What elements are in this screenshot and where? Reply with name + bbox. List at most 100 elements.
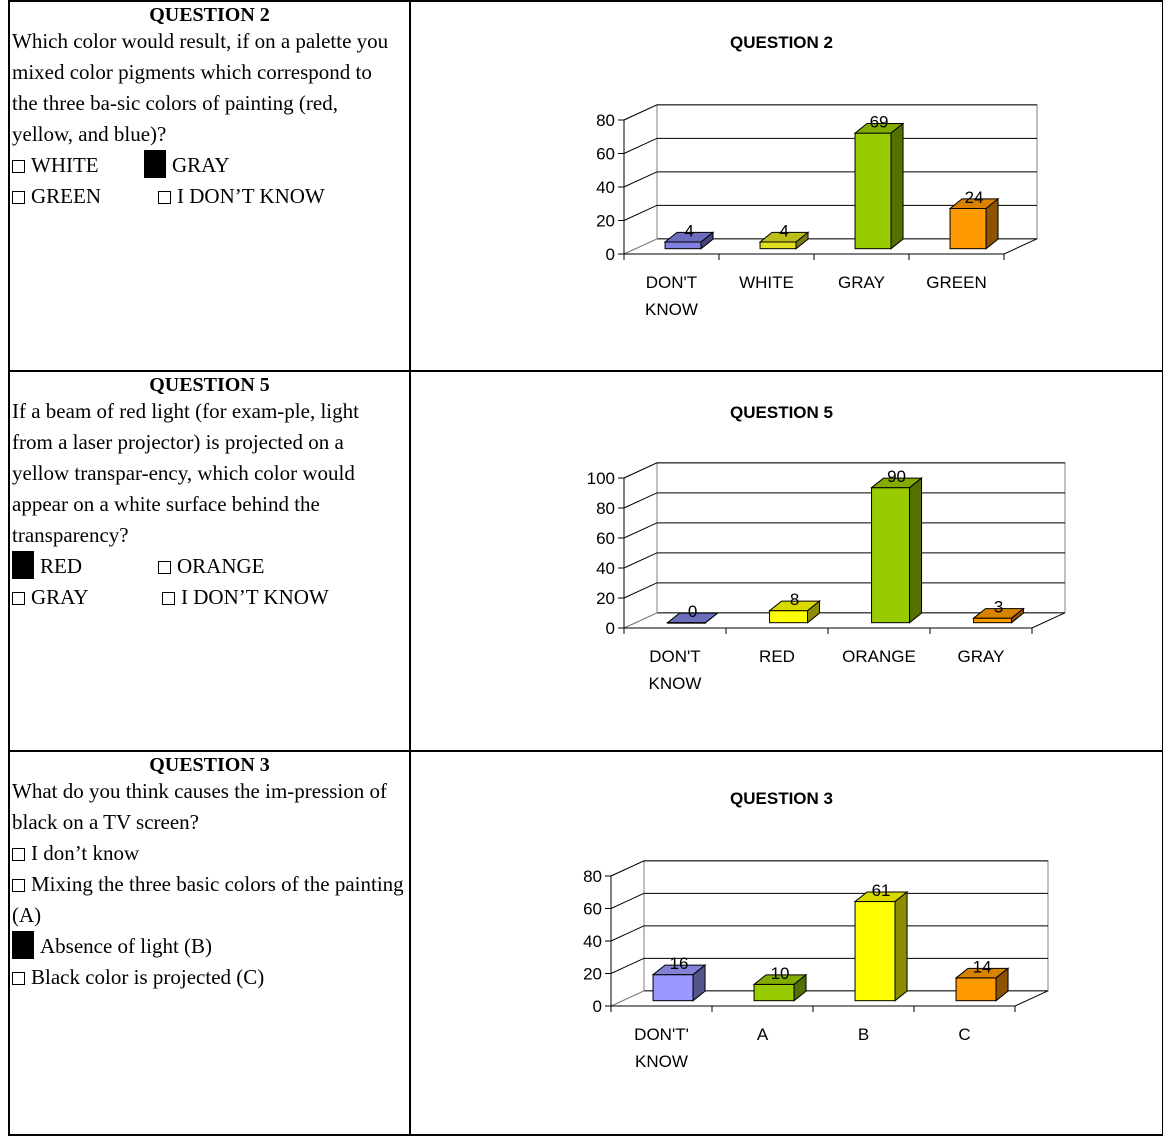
survey-table: QUESTION 2 Which color would result, if … (8, 0, 1163, 1136)
y-tick-label: 0 (593, 997, 602, 1016)
checked-box-icon (12, 551, 34, 579)
x-tick-label: GRAY (958, 647, 1005, 666)
option-white[interactable]: WHITE (12, 150, 144, 181)
option-dont-know[interactable]: I don’t know (10, 838, 409, 869)
bar (663, 231, 715, 250)
y-tick-label: 60 (583, 900, 602, 919)
x-tick-label: DON'T (646, 273, 697, 292)
y-tick-label: 0 (606, 245, 615, 264)
bar (870, 477, 923, 624)
bar-front (664, 241, 702, 250)
bar (853, 890, 909, 1002)
question-cell: QUESTION 2 Which color would result, if … (8, 0, 411, 372)
x-tick-label: A (757, 1025, 769, 1044)
checkbox-icon (12, 879, 25, 892)
y-tick-label: 100 (587, 469, 615, 488)
bar-side (795, 231, 809, 250)
y-tick-label: 80 (596, 111, 615, 130)
y-tick-label: 40 (583, 932, 602, 951)
bar-side (985, 197, 999, 250)
gridline (623, 552, 1065, 569)
bar-side (890, 122, 904, 250)
x-tick-label: GRAY (838, 273, 885, 292)
x-tick-label: KNOW (649, 674, 702, 693)
bar-side (700, 231, 714, 250)
bar-side (793, 973, 807, 1002)
option-dont-know[interactable]: I DON’T KNOW (162, 582, 329, 613)
bar (972, 607, 1025, 624)
data-label: 90 (887, 467, 906, 486)
chart-question-5: QUESTION 5 0 20 40 60 80 100 0 DON'T KNOW 8 RED 90 OR… (587, 403, 1066, 693)
option-gray[interactable]: GRAY (144, 150, 230, 181)
data-label: 0 (688, 602, 697, 621)
option-red[interactable]: RED (12, 551, 158, 582)
y-tick-label: 80 (583, 867, 602, 886)
y-tick-label: 20 (596, 212, 615, 231)
x-tick-label: ORANGE (842, 647, 916, 666)
bar-side (1011, 607, 1025, 624)
y-tick-label: 60 (596, 145, 615, 164)
gridline (623, 171, 1037, 188)
data-label: 14 (973, 957, 992, 976)
bar-side (909, 477, 923, 624)
bar (651, 964, 707, 1002)
y-tick-label: 20 (583, 965, 602, 984)
data-label: 24 (965, 188, 984, 207)
question-title: QUESTION 2 (149, 4, 270, 26)
data-label: 69 (870, 113, 889, 132)
bar (954, 967, 1010, 1002)
y-tick-label: 60 (596, 529, 615, 548)
gridline (623, 104, 1037, 121)
plot-back-wall (656, 462, 1066, 614)
y-tick-label: 20 (596, 589, 615, 608)
options-row: WHITE GRAY (10, 150, 409, 181)
option-dont-know[interactable]: I DON’T KNOW (158, 181, 325, 212)
checkbox-icon (12, 972, 25, 985)
checkbox-icon (158, 191, 171, 204)
question-text: Which color would result, if on a palett… (12, 29, 389, 146)
checkbox-icon (12, 160, 25, 173)
checked-box-icon (12, 931, 34, 959)
gridline (623, 462, 1065, 479)
options-row: GREEN I DON’T KNOW (10, 181, 409, 212)
question-cell: QUESTION 3 What do you think causes the … (8, 750, 411, 1136)
y-tick-label: 40 (596, 178, 615, 197)
checkbox-icon (12, 592, 25, 605)
data-label: 16 (670, 954, 689, 973)
gridline (623, 137, 1037, 154)
bar-front (955, 977, 997, 1002)
checkbox-icon (12, 848, 25, 861)
bar (948, 197, 1000, 250)
chart-question-3: QUESTION 3 0 20 40 60 80 16 DON'T' KNOW 10 A 61 B 14 C (583, 789, 1049, 1071)
option-green[interactable]: GREEN (12, 181, 158, 212)
question-title: QUESTION 5 (149, 374, 270, 396)
gridline (610, 957, 1048, 974)
bar-side (807, 600, 821, 624)
checkbox-icon (162, 592, 175, 605)
chart-cell: QUESTION 3 0 20 40 60 80 16 DON'T' KNOW 10 A 61 B 14 C (409, 750, 1163, 1136)
bar-side (894, 890, 908, 1002)
x-tick-label: DON'T (649, 647, 700, 666)
gridline (623, 492, 1065, 509)
option-a[interactable]: Mixing the three basic colors of the pai… (12, 872, 404, 927)
chart-title: QUESTION 5 (730, 403, 833, 422)
bar-front (753, 983, 795, 1002)
question-title: QUESTION 3 (149, 754, 270, 776)
data-label: 4 (779, 221, 788, 240)
x-tick-label: RED (759, 647, 795, 666)
bar-side (995, 967, 1009, 1002)
y-tick-label: 0 (606, 619, 615, 638)
bar (853, 122, 905, 250)
y-tick-label: 40 (596, 559, 615, 578)
bar-front (854, 132, 892, 250)
option-b[interactable]: Absence of light (B) (10, 931, 409, 962)
option-c[interactable]: Black color is projected (C) (10, 962, 409, 993)
x-tick-label: KNOW (635, 1052, 688, 1071)
option-gray[interactable]: GRAY (12, 582, 162, 613)
chart-title: QUESTION 2 (730, 33, 833, 52)
plot-side-wall (623, 462, 658, 629)
option-orange[interactable]: ORANGE (158, 551, 265, 582)
data-label: 10 (771, 964, 790, 983)
bar-side (705, 612, 718, 624)
bar-front (854, 901, 896, 1002)
